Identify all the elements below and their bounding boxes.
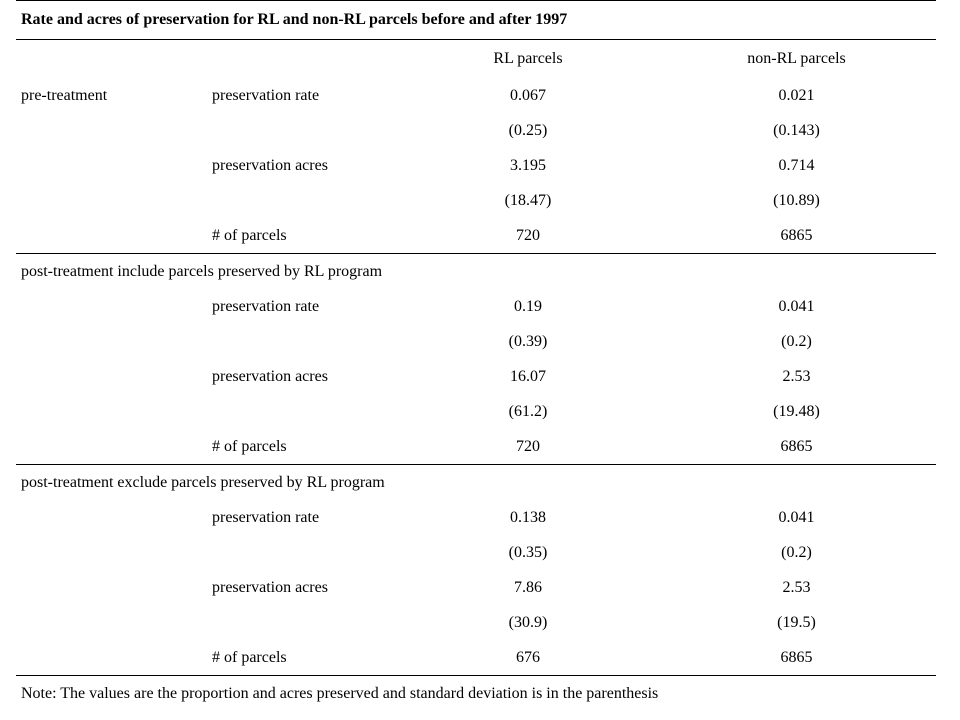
nonrl-value: 0.714	[778, 157, 815, 174]
column-header-rl: RL parcels	[493, 50, 563, 67]
nonrl-value: 2.53	[782, 368, 811, 385]
rl-value: (18.47)	[504, 192, 552, 209]
table-row: preservation acres 3.195 0.714	[16, 148, 936, 183]
nonrl-value: (10.89)	[773, 192, 820, 209]
rl-value: (0.25)	[508, 122, 548, 139]
rl-value: (0.35)	[508, 544, 548, 561]
nonrl-value: 0.021	[778, 87, 815, 104]
row-label: preservation acres	[212, 157, 328, 174]
nonrl-value: (0.143)	[773, 122, 820, 139]
row-label	[209, 605, 399, 640]
nonrl-value: 0.041	[778, 509, 815, 526]
row-label	[209, 535, 399, 570]
rl-value: 0.19	[514, 298, 542, 315]
section-label: post-treatment exclude parcels preserved…	[21, 474, 385, 491]
section-label: post-treatment include parcels preserved…	[21, 263, 383, 280]
rl-value: 0.067	[510, 87, 546, 104]
rl-value: 0.138	[510, 509, 546, 526]
table-row: # of parcels 676 6865	[16, 640, 936, 676]
nonrl-value: 2.53	[782, 579, 811, 596]
nonrl-value: (19.48)	[773, 403, 820, 420]
table-row: # of parcels 720 6865	[16, 429, 936, 465]
row-label: # of parcels	[212, 227, 287, 244]
table-row: (61.2) (19.48)	[16, 394, 936, 429]
row-label: preservation acres	[212, 579, 328, 596]
row-label	[209, 113, 399, 148]
rl-value: 3.195	[510, 157, 546, 174]
table-row: (18.47) (10.89)	[16, 183, 936, 218]
table-row: (0.25) (0.143)	[16, 113, 936, 148]
row-label: preservation rate	[212, 87, 320, 104]
row-label	[209, 324, 399, 359]
table-row: preservation rate 0.138 0.041	[16, 500, 936, 535]
rl-value: (61.2)	[508, 403, 548, 420]
table-row: preservation rate 0.19 0.041	[16, 289, 936, 324]
column-header-row: RL parcels non-RL parcels	[16, 40, 936, 78]
preservation-table: Rate and acres of preservation for RL an…	[16, 0, 936, 712]
rl-value: 720	[516, 438, 540, 455]
header-empty-group	[16, 40, 209, 78]
nonrl-value: 6865	[780, 649, 813, 666]
row-label: # of parcels	[212, 438, 287, 455]
table-row: (0.35) (0.2)	[16, 535, 936, 570]
rl-value: 720	[516, 227, 540, 244]
rl-value: 7.86	[514, 579, 542, 596]
row-label: preservation rate	[212, 509, 320, 526]
rl-value: 676	[516, 649, 540, 666]
row-label	[209, 394, 399, 429]
nonrl-value: 6865	[780, 227, 813, 244]
row-label: preservation rate	[212, 298, 320, 315]
table-title: Rate and acres of preservation for RL an…	[16, 0, 936, 40]
row-label: preservation acres	[212, 368, 328, 385]
column-header-nonrl: non-RL parcels	[747, 50, 846, 67]
nonrl-value: (0.2)	[781, 333, 812, 350]
section-label: pre-treatment	[21, 87, 108, 104]
nonrl-value: 0.041	[778, 298, 815, 315]
row-label: # of parcels	[212, 649, 287, 666]
nonrl-value: 6865	[780, 438, 813, 455]
row-label	[209, 183, 399, 218]
table-row: pre-treatment preservation rate 0.067 0.…	[16, 78, 936, 113]
table-row: # of parcels 720 6865	[16, 218, 936, 254]
table-row: preservation acres 16.07 2.53	[16, 359, 936, 394]
table-row: (30.9) (19.5)	[16, 605, 936, 640]
nonrl-value: (0.2)	[781, 544, 812, 561]
rl-value: (30.9)	[508, 614, 548, 631]
header-empty-label	[209, 40, 399, 78]
table-row: preservation acres 7.86 2.53	[16, 570, 936, 605]
rl-value: 16.07	[510, 368, 546, 385]
table-note: Note: The values are the proportion and …	[21, 685, 659, 702]
table-row: (0.39) (0.2)	[16, 324, 936, 359]
rl-value: (0.39)	[508, 333, 548, 350]
nonrl-value: (19.5)	[777, 614, 816, 631]
